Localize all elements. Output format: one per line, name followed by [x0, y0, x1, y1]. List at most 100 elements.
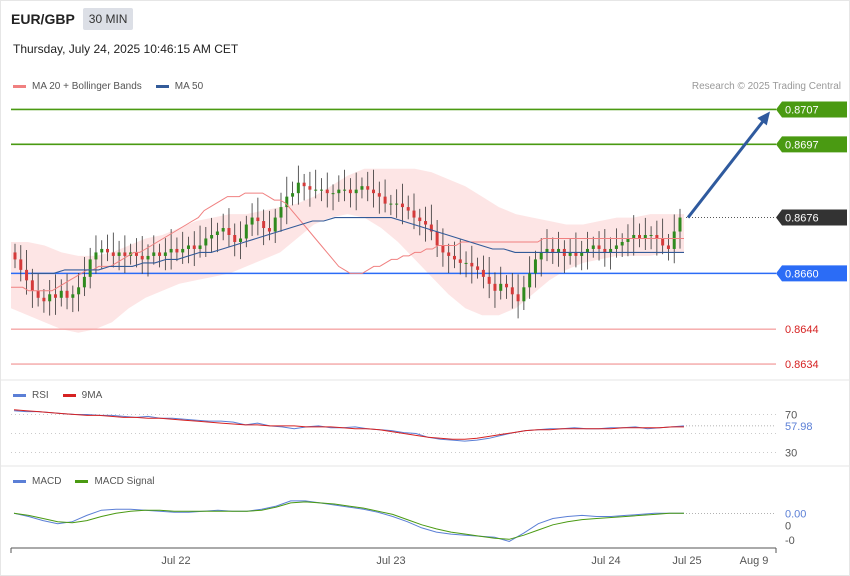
candle: [609, 237, 613, 270]
candle-body: [597, 245, 601, 249]
candle: [19, 245, 23, 282]
candle: [250, 203, 254, 237]
candle: [678, 208, 682, 249]
legend-ma50-swatch: [155, 85, 169, 88]
candle-body: [458, 259, 462, 263]
legend-macd-signal-swatch: [75, 480, 89, 483]
candle-body: [377, 193, 381, 197]
rsi-tick-label: 70: [785, 410, 797, 422]
candle: [400, 183, 404, 225]
macd-current-label: 0.00: [785, 508, 806, 520]
candle: [94, 235, 98, 274]
candle-body: [516, 294, 520, 302]
candle-body: [638, 235, 642, 239]
x-axis-label: Aug 9: [740, 555, 769, 567]
candle-body: [539, 252, 543, 260]
candle: [13, 243, 17, 269]
candle-body: [25, 269, 29, 281]
candle-body: [557, 248, 561, 253]
candle-body: [343, 189, 347, 191]
rsi-ma-line: [13, 409, 684, 440]
candle-body: [620, 241, 624, 246]
candle: [175, 237, 179, 262]
legend-rsi-swatch: [13, 394, 26, 397]
candle-body: [510, 287, 514, 295]
candle-body: [528, 273, 532, 288]
candle-body: [545, 248, 549, 253]
candle: [499, 266, 503, 300]
candle-body: [383, 196, 387, 204]
candle: [210, 217, 214, 253]
candle: [638, 223, 642, 248]
candle: [528, 256, 532, 299]
bollinger-band-area: [11, 168, 684, 333]
legend-rsi-ma-label: 9MA: [81, 390, 103, 401]
candle-body: [302, 182, 306, 187]
legend-ma20-swatch: [13, 85, 26, 88]
rsi-legend: RSI 9MA: [13, 390, 102, 401]
x-axis-label: Jul 22: [161, 555, 190, 567]
candle-body: [603, 248, 607, 253]
ma20-line: [11, 192, 684, 292]
candle: [82, 256, 86, 297]
candle: [395, 189, 399, 218]
candle: [557, 231, 561, 267]
candle: [510, 273, 514, 309]
candle-body: [296, 182, 300, 194]
legend-macd-swatch: [13, 480, 26, 483]
projection-arrow-shaft: [686, 116, 768, 219]
candle-body: [244, 224, 248, 239]
x-axis-label: Jul 23: [376, 555, 405, 567]
candle: [256, 197, 260, 236]
candle-body: [661, 238, 665, 246]
candle-body: [568, 252, 572, 256]
candle-body: [204, 238, 208, 246]
candle: [302, 173, 306, 201]
candle-body: [175, 248, 179, 253]
candle: [71, 285, 75, 313]
candle-body: [319, 189, 323, 191]
candle: [522, 275, 526, 310]
candle-body: [94, 252, 98, 260]
candle-body: [574, 252, 578, 256]
candle: [233, 223, 237, 257]
level-label-0.8676: 0.8676: [785, 213, 819, 225]
candle: [163, 238, 167, 271]
candle: [48, 279, 52, 316]
candle: [516, 274, 520, 319]
candle: [597, 231, 601, 261]
candle: [649, 226, 653, 250]
timeframe-badge[interactable]: 30 MIN: [82, 8, 134, 30]
candle-body: [239, 238, 243, 242]
candle-body: [337, 189, 341, 194]
candle: [435, 220, 439, 257]
candle-body: [308, 186, 312, 190]
candle-body: [273, 217, 277, 232]
candle-body: [447, 252, 451, 256]
candle-body: [649, 235, 653, 236]
candle-body: [481, 269, 485, 277]
candle: [464, 251, 468, 278]
candle-body: [325, 189, 329, 194]
legend-rsi-ma: 9MA: [62, 390, 103, 401]
candle: [296, 165, 300, 205]
candle-body: [77, 287, 81, 295]
candle-body: [666, 245, 670, 249]
candle-body: [48, 294, 52, 302]
candle-body: [210, 235, 214, 239]
candle-body: [389, 203, 393, 205]
candle: [424, 206, 428, 242]
candle-body: [285, 196, 289, 208]
candle: [354, 172, 358, 211]
rsi-line: [13, 410, 685, 442]
candle-body: [591, 245, 595, 249]
candle: [30, 268, 34, 308]
level-tag-0.8707: [776, 101, 847, 118]
legend-rsi-ma-swatch: [62, 394, 76, 397]
candle-body: [262, 221, 266, 229]
candle-body: [406, 207, 410, 211]
macd-signal-line: [13, 501, 684, 540]
candle-body: [169, 248, 173, 253]
candle: [441, 228, 445, 267]
